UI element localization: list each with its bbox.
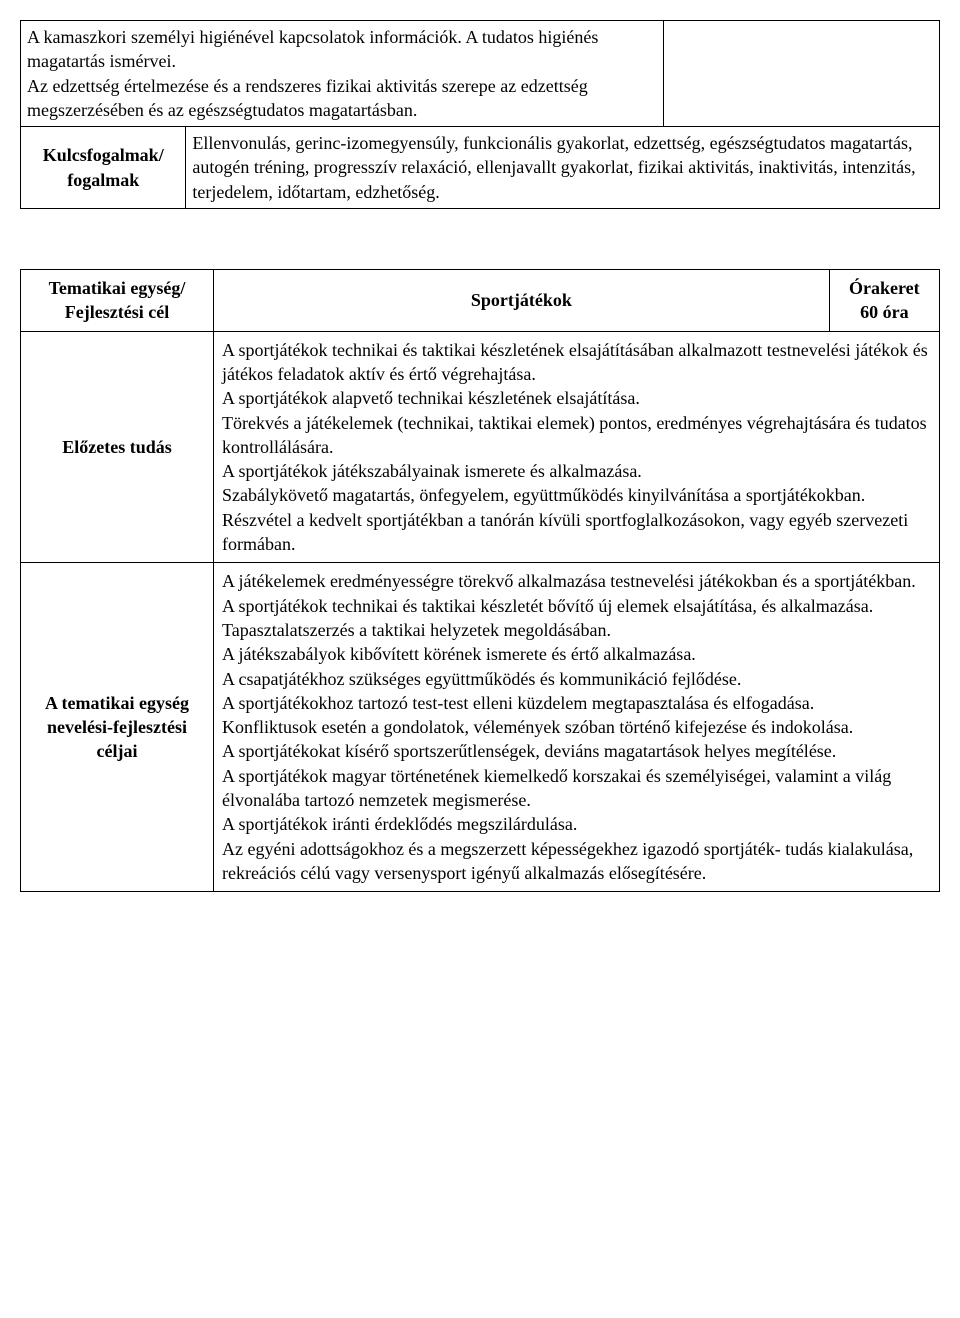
header-sportjatekok: Sportjátékok — [213, 270, 829, 332]
celjai-label: A tematikai egység nevelési-fejlesztési … — [21, 563, 214, 892]
header-tematikai: Tematikai egység/Fejlesztési cél — [21, 270, 214, 332]
table-kulcsfogalmak: A kamaszkori személyi higiénével kapcsol… — [20, 20, 940, 209]
header-orakeret: Órakeret60 óra — [829, 270, 939, 332]
celjai-content: A játékelemek eredményességre törekvő al… — [213, 563, 939, 892]
row1-col1: A kamaszkori személyi higiénével kapcsol… — [21, 21, 664, 127]
elozetes-tudas-label: Előzetes tudás — [21, 331, 214, 563]
elozetes-tudas-content: A sportjátékok technikai és taktikai kés… — [213, 331, 939, 563]
kulcsfogalmak-content: Ellenvonulás, gerinc-izomegyensúly, funk… — [186, 127, 940, 209]
row1-col2 — [664, 21, 940, 127]
kulcsfogalmak-label: Kulcsfogalmak/fogalmak — [21, 127, 186, 209]
table-sportjatekok: Tematikai egység/Fejlesztési cél Sportjá… — [20, 269, 940, 892]
